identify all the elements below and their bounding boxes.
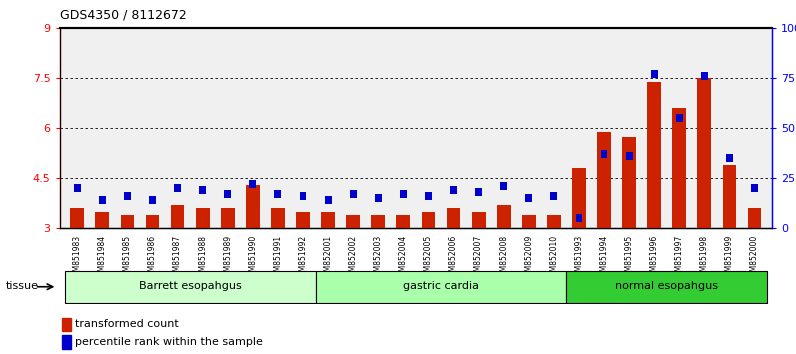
FancyBboxPatch shape [315, 271, 567, 303]
Bar [622, 137, 636, 228]
Bar [346, 215, 360, 228]
Bar [522, 215, 536, 228]
Bar [62, 335, 71, 349]
Bar [450, 186, 457, 194]
Bar [475, 188, 482, 196]
Bar [296, 212, 310, 228]
Bar [174, 184, 181, 192]
Text: gastric cardia: gastric cardia [403, 281, 479, 291]
Bar [70, 208, 84, 228]
Bar [224, 190, 231, 198]
Bar [425, 192, 432, 200]
Bar [396, 215, 410, 228]
Bar [325, 196, 332, 204]
Bar [500, 182, 507, 190]
Bar [676, 114, 683, 122]
Bar [550, 192, 557, 200]
Bar [547, 215, 560, 228]
Bar [597, 132, 611, 228]
Bar [372, 215, 385, 228]
Text: normal esopahgus: normal esopahgus [615, 281, 718, 291]
Bar [220, 208, 235, 228]
Bar [299, 192, 306, 200]
Bar [673, 108, 686, 228]
Bar [525, 194, 533, 202]
Bar [275, 190, 282, 198]
Text: transformed count: transformed count [75, 319, 179, 329]
Bar [601, 150, 607, 158]
Bar [726, 154, 733, 162]
Bar [701, 72, 708, 80]
Bar [170, 205, 185, 228]
Bar [626, 152, 633, 160]
Bar [723, 165, 736, 228]
Text: Barrett esopahgus: Barrett esopahgus [139, 281, 241, 291]
Bar [447, 208, 460, 228]
Bar [99, 196, 106, 204]
Bar [472, 212, 486, 228]
Bar [120, 215, 135, 228]
Bar [62, 318, 71, 331]
Bar [199, 186, 206, 194]
Bar [651, 70, 657, 78]
Bar [249, 180, 256, 188]
Text: tissue: tissue [6, 281, 38, 291]
Bar [124, 192, 131, 200]
Bar [497, 205, 510, 228]
Bar [572, 169, 586, 228]
Bar [74, 184, 80, 192]
Bar [751, 184, 758, 192]
Bar [322, 212, 335, 228]
Bar [375, 194, 382, 202]
FancyBboxPatch shape [567, 271, 767, 303]
FancyBboxPatch shape [64, 271, 315, 303]
Bar [349, 190, 357, 198]
Bar [246, 185, 259, 228]
Bar [422, 212, 435, 228]
Bar [271, 208, 285, 228]
Bar [96, 212, 109, 228]
Bar [196, 208, 209, 228]
Bar [149, 196, 156, 204]
Text: percentile rank within the sample: percentile rank within the sample [75, 337, 263, 347]
Bar [697, 78, 712, 228]
Bar [400, 190, 407, 198]
Bar [146, 215, 159, 228]
Bar [576, 214, 583, 222]
Bar [747, 208, 762, 228]
Text: GDS4350 / 8112672: GDS4350 / 8112672 [60, 9, 186, 22]
Bar [647, 82, 661, 228]
